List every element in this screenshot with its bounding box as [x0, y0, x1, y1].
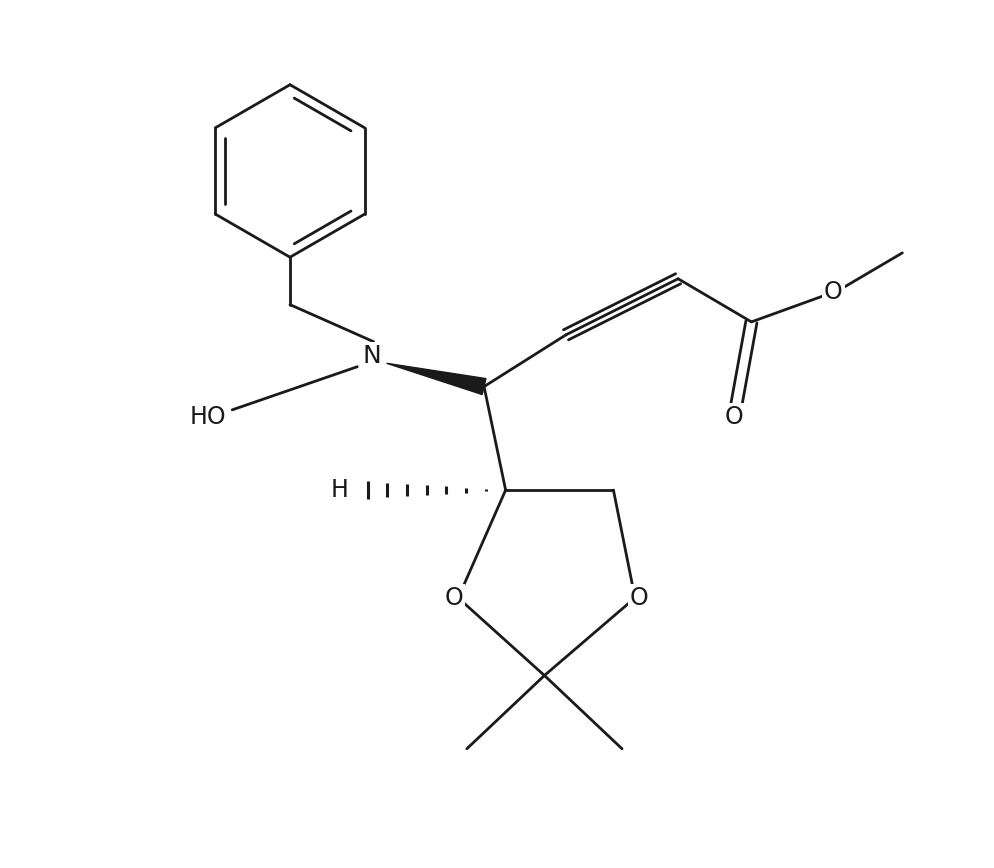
Text: O: O: [725, 404, 744, 429]
Text: O: O: [444, 586, 463, 610]
Text: H: H: [331, 478, 349, 502]
Polygon shape: [387, 364, 486, 395]
Text: N: N: [363, 345, 382, 368]
Text: HO: HO: [190, 404, 227, 429]
Text: O: O: [824, 279, 843, 304]
Text: O: O: [630, 586, 649, 610]
